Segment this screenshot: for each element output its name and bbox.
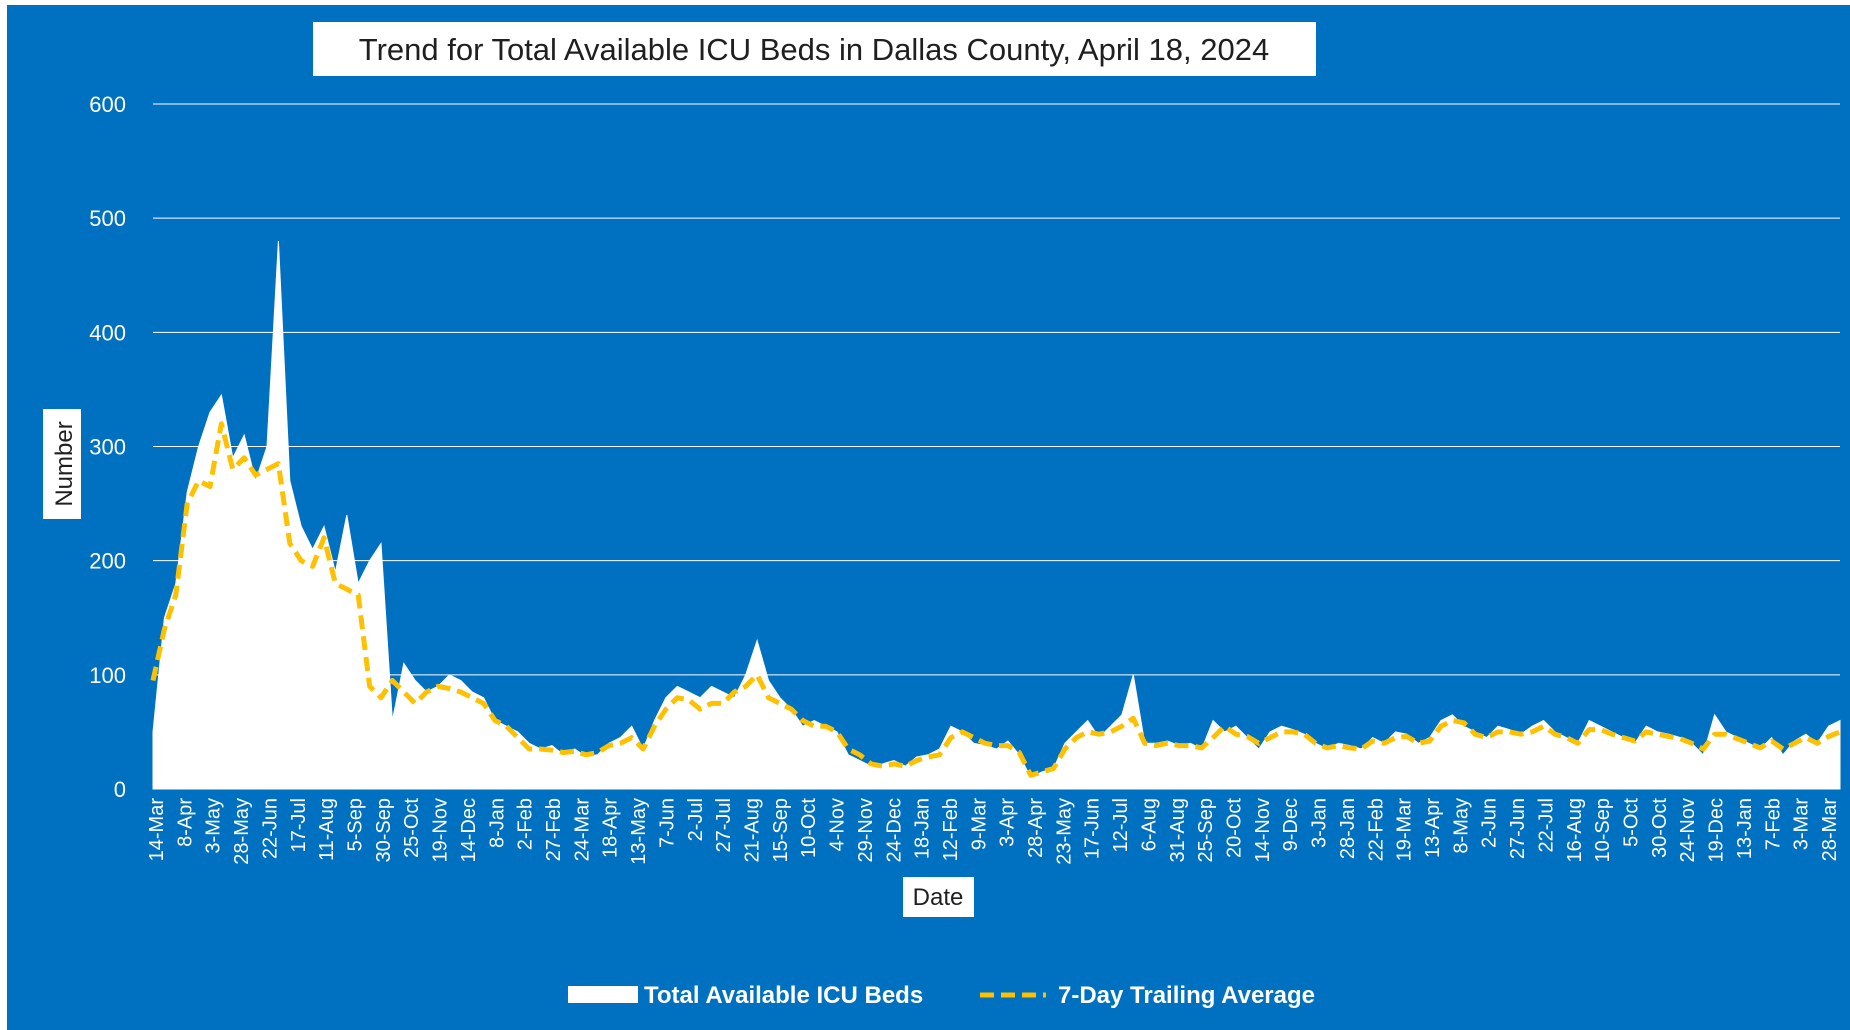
x-tick-label: 31-Aug	[1167, 798, 1189, 863]
x-tick-label: 16-Aug	[1564, 798, 1586, 863]
chart-title-box	[313, 22, 1316, 76]
x-tick-label: 13-Jan	[1734, 798, 1756, 859]
x-tick-label: 24-Dec	[883, 798, 905, 862]
x-tick-label: 19-Dec	[1706, 798, 1728, 862]
x-tick-label: 28-Mar	[1819, 798, 1841, 862]
x-tick-label: 19-Mar	[1394, 798, 1416, 862]
x-tick-label: 2-Jul	[685, 798, 707, 841]
y-tick-label: 0	[114, 777, 126, 802]
y-tick-label: 600	[89, 92, 126, 117]
x-tick-label: 8-May	[1450, 798, 1472, 854]
x-tick-label: 8-Apr	[174, 798, 196, 847]
x-tick-label: 9-Mar	[968, 798, 990, 851]
chart-title: Trend for Total Available ICU Beds in Da…	[359, 32, 1269, 67]
x-tick-label: 23-May	[1053, 798, 1075, 865]
x-tick-label: 14-Mar	[146, 798, 168, 862]
x-tick-label: 14-Dec	[458, 798, 480, 862]
x-tick-label: 30-Sep	[373, 798, 395, 863]
x-tick-label: 7-Feb	[1762, 798, 1784, 850]
x-tick-label: 24-Mar	[571, 798, 593, 862]
x-tick-label: 27-Feb	[543, 798, 565, 861]
x-tick-label: 18-Jan	[912, 798, 934, 859]
x-tick-label: 30-Oct	[1649, 798, 1671, 858]
x-tick-label: 24-Nov	[1677, 798, 1699, 862]
x-tick-label: 2-Jun	[1479, 798, 1501, 848]
x-tick-label: 29-Nov	[855, 798, 877, 862]
legend: Total Available ICU Beds 7-Day Trailing …	[568, 982, 1315, 1009]
x-tick-label: 3-Apr	[997, 798, 1019, 847]
x-tick-label: 5-Oct	[1621, 798, 1643, 847]
gridlines	[153, 103, 1840, 676]
x-tick-label: 15-Sep	[770, 798, 792, 863]
x-tick-label: 28-Jan	[1337, 798, 1359, 859]
legend-label-average: 7-Day Trailing Average	[1058, 982, 1315, 1009]
x-tick-label: 3-Mar	[1791, 798, 1813, 851]
x-axis-label: Date	[913, 884, 964, 911]
x-tick-label: 2-Feb	[515, 798, 537, 850]
y-tick-label: 400	[89, 320, 126, 345]
x-tick-label: 20-Oct	[1224, 798, 1246, 858]
x-tick-label: 4-Nov	[827, 798, 849, 851]
x-tick-label: 12-Feb	[940, 798, 962, 861]
x-tick-label: 17-Jul	[288, 798, 310, 852]
x-tick-label: 5-Sep	[345, 798, 367, 851]
x-tick-label: 8-Jan	[486, 798, 508, 848]
x-tick-label: 25-Oct	[401, 798, 423, 858]
x-tick-label: 13-May	[628, 798, 650, 865]
x-tick-label: 25-Sep	[1195, 798, 1217, 863]
x-tick-label: 22-Jun	[259, 798, 281, 859]
x-tick-label: 9-Dec	[1280, 798, 1302, 851]
x-tick-label: 22-Jul	[1535, 798, 1557, 852]
x-tick-label: 13-Apr	[1422, 798, 1444, 858]
x-axis-label-box	[903, 877, 974, 917]
x-tick-label: 27-Jun	[1507, 798, 1529, 859]
x-tick-label: 28-May	[231, 798, 253, 865]
plot-area	[150, 240, 1841, 790]
x-tick-label: 6-Aug	[1139, 798, 1161, 851]
x-tick-label: 3-May	[203, 798, 225, 854]
x-tick-label: 19-Nov	[430, 798, 452, 862]
y-axis-label: Number	[51, 421, 78, 506]
y-tick-label: 200	[89, 549, 126, 574]
legend-swatch-area	[568, 986, 638, 1003]
chart-background	[7, 5, 1850, 1030]
x-tick-label: 3-Jan	[1309, 798, 1331, 848]
line-series-7-day-trailing-average	[150, 421, 1841, 778]
x-tick-label: 10-Oct	[798, 798, 820, 858]
x-tick-label: 14-Nov	[1252, 798, 1274, 862]
y-tick-label: 100	[89, 663, 126, 688]
x-tick-label: 12-Jul	[1110, 798, 1132, 852]
x-tick-label: 17-Jun	[1082, 798, 1104, 859]
y-tick-label: 500	[89, 206, 126, 231]
y-axis-label-box	[43, 409, 81, 519]
legend-label-area: Total Available ICU Beds	[644, 982, 923, 1009]
x-tick-label: 28-Apr	[1025, 798, 1047, 858]
x-tick-label: 18-Apr	[600, 798, 622, 858]
x-tick-label: 11-Aug	[316, 798, 338, 861]
y-axis-ticks: 0 100 200 300 400 500 600	[89, 92, 126, 802]
x-tick-label: 27-Jul	[713, 798, 735, 852]
x-tick-label: 21-Aug	[742, 798, 764, 863]
y-tick-label: 300	[89, 435, 126, 460]
x-tick-label: 22-Feb	[1365, 798, 1387, 861]
x-axis-tick-labels: 14-Mar 8-Apr 3-May 28-May 22-Jun 17-Jul 11-Aug…	[146, 798, 1841, 865]
x-tick-label: 7-Jun	[656, 798, 678, 848]
x-tick-label: 10-Sep	[1592, 798, 1614, 863]
